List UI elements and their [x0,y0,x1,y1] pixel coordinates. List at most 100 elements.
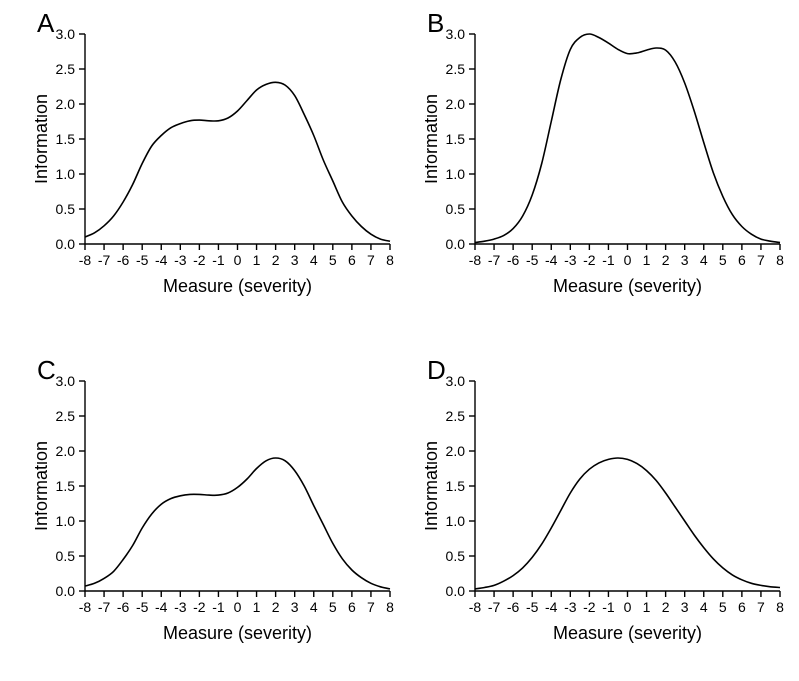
xtick-label: 2 [272,252,280,268]
xtick-label: 2 [662,252,670,268]
panel-label-C: C [37,355,56,385]
ytick-label: 2.5 [446,408,466,424]
xtick-label: 0 [624,252,632,268]
xtick-label: 4 [310,599,318,615]
ytick-label: 1.5 [56,131,76,147]
xtick-label: 1 [253,599,261,615]
axis-lines [475,34,780,244]
axis-lines [85,34,390,244]
xtick-label: -8 [79,252,92,268]
xtick-label: 5 [719,252,727,268]
ytick-label: 0.0 [446,236,466,252]
panel-D: 0.00.51.01.52.02.53.0-8-7-6-5-4-3-2-1012… [425,355,795,665]
figure: 0.00.51.01.52.02.53.0-8-7-6-5-4-3-2-1012… [0,0,799,681]
xtick-label: 7 [367,599,375,615]
ytick-label: 2.0 [446,96,466,112]
xtick-label: -6 [117,252,130,268]
panel-C: 0.00.51.01.52.02.53.0-8-7-6-5-4-3-2-1012… [35,355,405,665]
ytick-label: 0.0 [56,583,76,599]
ytick-label: 0.5 [56,548,76,564]
ytick-label: 0.5 [446,548,466,564]
xtick-label: -3 [564,599,577,615]
xtick-label: 8 [386,599,394,615]
ytick-label: 1.0 [56,166,76,182]
ytick-label: 1.0 [446,513,466,529]
xtick-label: 3 [291,252,299,268]
ytick-label: 2.5 [56,408,76,424]
panel-label-D: D [427,355,446,385]
xtick-label: -7 [98,252,111,268]
xtick-label: -7 [488,252,501,268]
xtick-label: 5 [329,599,337,615]
xtick-label: -2 [193,599,206,615]
xtick-label: -8 [79,599,92,615]
xtick-label: -1 [212,252,225,268]
information-curve [475,34,780,243]
ytick-label: 0.5 [446,201,466,217]
chart-C: 0.00.51.01.52.02.53.0-8-7-6-5-4-3-2-1012… [35,355,405,665]
xtick-label: 0 [624,599,632,615]
xtick-label: -4 [545,599,558,615]
xtick-label: 4 [700,599,708,615]
information-curve [85,458,390,589]
xtick-label: -7 [488,599,501,615]
xtick-label: 3 [681,252,689,268]
xtick-label: 6 [348,599,356,615]
x-axis-label: Measure (severity) [553,623,702,643]
xtick-label: 6 [348,252,356,268]
ytick-label: 1.0 [56,513,76,529]
xtick-label: 8 [386,252,394,268]
ytick-label: 3.0 [446,373,466,389]
x-axis-label: Measure (severity) [553,276,702,296]
ytick-label: 3.0 [56,373,76,389]
xtick-label: 1 [253,252,261,268]
xtick-label: 3 [681,599,689,615]
xtick-label: 2 [662,599,670,615]
xtick-label: 3 [291,599,299,615]
xtick-label: -4 [155,599,168,615]
xtick-label: -2 [583,599,596,615]
xtick-label: -8 [469,252,482,268]
information-curve [85,82,390,241]
xtick-label: 6 [738,252,746,268]
panel-B: 0.00.51.01.52.02.53.0-8-7-6-5-4-3-2-1012… [425,8,795,318]
y-axis-label: Information [425,441,441,531]
xtick-label: -5 [526,599,539,615]
ytick-label: 0.5 [56,201,76,217]
chart-B: 0.00.51.01.52.02.53.0-8-7-6-5-4-3-2-1012… [425,8,795,318]
xtick-label: 1 [643,252,651,268]
ytick-label: 2.5 [56,61,76,77]
information-curve [475,458,780,589]
xtick-label: -5 [136,252,149,268]
axis-lines [85,381,390,591]
xtick-label: -6 [507,599,520,615]
xtick-label: 8 [776,252,784,268]
xtick-label: -1 [602,599,615,615]
ytick-label: 2.5 [446,61,466,77]
xtick-label: -5 [526,252,539,268]
xtick-label: 5 [329,252,337,268]
xtick-label: -4 [155,252,168,268]
y-axis-label: Information [425,94,441,184]
ytick-label: 1.0 [446,166,466,182]
chart-A: 0.00.51.01.52.02.53.0-8-7-6-5-4-3-2-1012… [35,8,405,318]
xtick-label: 0 [234,252,242,268]
xtick-label: 1 [643,599,651,615]
panel-label-B: B [427,8,444,38]
ytick-label: 1.5 [446,131,466,147]
ytick-label: 1.5 [446,478,466,494]
axis-lines [475,381,780,591]
xtick-label: -3 [174,252,187,268]
chart-D: 0.00.51.01.52.02.53.0-8-7-6-5-4-3-2-1012… [425,355,795,665]
xtick-label: 8 [776,599,784,615]
xtick-label: 7 [757,599,765,615]
xtick-label: -1 [212,599,225,615]
ytick-label: 0.0 [446,583,466,599]
x-axis-label: Measure (severity) [163,623,312,643]
xtick-label: 4 [700,252,708,268]
xtick-label: -2 [583,252,596,268]
xtick-label: -6 [117,599,130,615]
xtick-label: -6 [507,252,520,268]
ytick-label: 1.5 [56,478,76,494]
ytick-label: 2.0 [56,96,76,112]
